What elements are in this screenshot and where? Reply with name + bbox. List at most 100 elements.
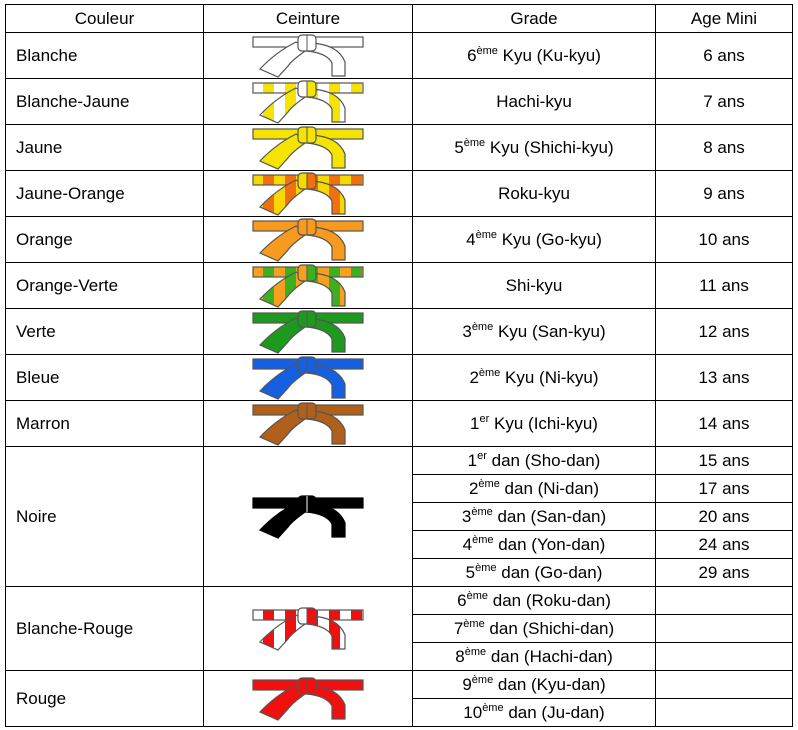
belt-grades-table: Couleur Ceinture Grade Age Mini Blanche 6…	[5, 4, 793, 727]
min-age: 8 ans	[655, 124, 793, 171]
grade-number: 2	[469, 367, 479, 387]
min-age	[655, 614, 793, 643]
belt-icon	[252, 171, 364, 216]
grade-suffix: er	[477, 449, 487, 462]
grade-number: 5	[454, 137, 464, 157]
grade-cell: 2ème Kyu (Ni-kyu)	[412, 354, 656, 401]
grade-suffix: ème	[471, 673, 494, 686]
grade-suffix: ème	[466, 589, 489, 602]
grade-cell: 7ème dan (Shichi-dan)	[412, 614, 656, 643]
grade-suffix: ème	[476, 44, 498, 57]
grade-number: 8	[455, 646, 465, 666]
min-age	[655, 586, 793, 615]
grade-number: 6	[467, 45, 477, 65]
belt-image-cell	[203, 586, 413, 671]
belt-color: Blanche-Rouge	[5, 586, 204, 671]
grade-suffix: ème	[482, 701, 504, 714]
grade-cell: 6ème dan (Roku-dan)	[412, 586, 656, 615]
belt-image-cell	[203, 78, 413, 125]
header-ceinture: Ceinture	[203, 4, 413, 33]
belt-color: Orange	[5, 216, 204, 263]
min-age: 7 ans	[655, 78, 793, 125]
min-age: 29 ans	[655, 558, 793, 587]
belt-image-cell	[203, 124, 413, 171]
belt-icon	[252, 79, 364, 124]
grade-name: Kyu (Ku-kyu)	[497, 45, 601, 65]
grade-name: dan (Roku-dan)	[488, 590, 611, 610]
min-age	[655, 698, 793, 727]
belt-icon	[252, 401, 364, 446]
grade-number: 7	[453, 618, 464, 638]
grade-name: dan (Go-dan)	[496, 562, 603, 582]
min-age: 24 ans	[655, 530, 793, 559]
belt-icon	[252, 263, 364, 308]
min-age: 17 ans	[655, 474, 793, 503]
min-age: 20 ans	[655, 502, 793, 531]
header-age: Age Mini	[655, 4, 793, 33]
min-age: 15 ans	[655, 446, 793, 475]
grade-cell: 10ème dan (Ju-dan)	[412, 698, 656, 727]
table-row: Marron 1er Kyu (Ichi-kyu) 14 ans	[5, 400, 793, 447]
grade-suffix: ème	[464, 645, 487, 658]
belt-image-cell	[203, 354, 413, 401]
grade-cell: 1er Kyu (Ichi-kyu)	[412, 400, 656, 447]
grade-suffix: er	[479, 412, 490, 425]
grade-name: Shi-kyu	[505, 275, 563, 295]
belt-color: Bleue	[5, 354, 204, 401]
grade-name: dan (San-dan)	[492, 506, 607, 526]
belt-icon	[252, 125, 364, 170]
grade-suffix: ème	[475, 561, 497, 574]
min-age: 6 ans	[655, 32, 793, 79]
belt-color: Jaune-Orange	[5, 170, 204, 217]
grade-name: dan (Kyu-dan)	[493, 674, 606, 694]
grade-name: dan (Shichi-dan)	[484, 618, 615, 638]
belt-image-cell	[203, 216, 413, 263]
grade-name: dan (Yon-dan)	[493, 534, 606, 554]
belt-icon	[252, 309, 364, 354]
grade-cell: 2ème dan (Ni-dan)	[412, 474, 656, 503]
table-row: 4ème dan (Yon-dan) 24 ans	[6, 530, 793, 559]
table-row: Jaune 5ème Kyu (Shichi-kyu) 8 ans	[5, 124, 793, 171]
grade-cell: 5ème dan (Go-dan)	[412, 558, 656, 587]
table-row: 10ème dan (Ju-dan)	[6, 698, 793, 727]
grade-suffix: ème	[471, 320, 494, 333]
grade-number: 4	[466, 229, 476, 249]
grade-suffix: ème	[475, 228, 497, 241]
grade-name: Kyu (Shichi-kyu)	[485, 137, 614, 157]
belt-image-cell	[203, 32, 413, 79]
header-row: Couleur Ceinture Grade Age Mini	[5, 4, 793, 33]
grade-number: 1	[470, 413, 480, 433]
grade-name: Hachi-kyu	[496, 91, 572, 111]
grade-number: 4	[462, 534, 473, 554]
belt-image-cell	[203, 670, 413, 727]
grade-number: 5	[465, 562, 476, 582]
table-row: Rouge 9ème dan (Kyu-dan)	[5, 670, 793, 727]
min-age: 12 ans	[655, 308, 793, 355]
table-row: Bleue 2ème Kyu (Ni-kyu) 13 ans	[5, 354, 793, 401]
grade-cell: 5ème Kyu (Shichi-kyu)	[412, 124, 656, 171]
table-row: Blanche-Rouge 6ème dan (Roku-dan)	[5, 586, 793, 671]
table-row: 5ème dan (Go-dan) 29 ans	[6, 558, 793, 587]
grade-name: dan (Hachi-dan)	[486, 646, 613, 666]
belt-color: Blanche	[5, 32, 204, 79]
belt-image-cell	[203, 446, 413, 587]
grade-cell: Shi-kyu	[412, 262, 656, 309]
table-row: Orange 4ème Kyu (Go-kyu) 10 ans	[5, 216, 793, 263]
grade-name: Kyu (Ichi-kyu)	[489, 413, 598, 433]
min-age: 9 ans	[655, 170, 793, 217]
table-row: Blanche-Jaune Hachi-kyu 7 ans	[5, 78, 793, 125]
grade-name: Kyu (Go-kyu)	[497, 229, 602, 249]
grade-name: Kyu (San-kyu)	[493, 321, 606, 341]
grade-cell: 4ème dan (Yon-dan)	[412, 530, 656, 559]
grade-suffix: ème	[472, 533, 494, 546]
belt-color: Blanche-Jaune	[5, 78, 204, 125]
grade-name: dan (Ni-dan)	[499, 478, 600, 498]
grade-cell: 6ème Kyu (Ku-kyu)	[412, 32, 656, 79]
grade-suffix: ème	[471, 505, 493, 518]
table-row: 7ème dan (Shichi-dan)	[6, 614, 793, 643]
grade-name: Kyu (Ni-kyu)	[500, 367, 599, 387]
grade-number: 6	[457, 590, 467, 610]
belt-color: Noire	[5, 446, 204, 587]
grade-cell: Roku-kyu	[412, 170, 656, 217]
min-age	[655, 670, 793, 699]
